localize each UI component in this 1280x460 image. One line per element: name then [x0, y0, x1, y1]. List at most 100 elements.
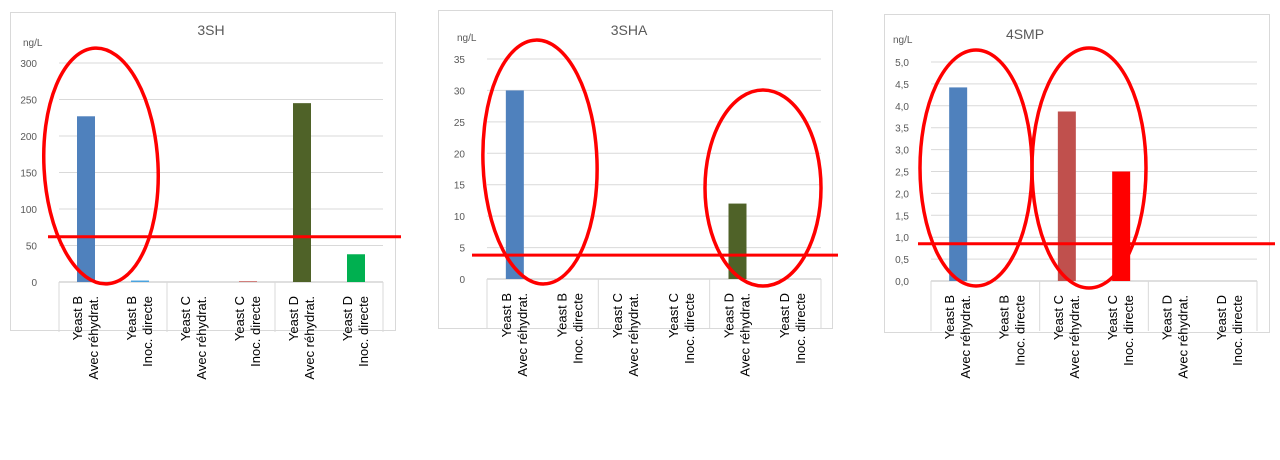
y-tick-label: 2,0 — [895, 189, 909, 200]
bar — [293, 103, 311, 283]
x-tick-label: Yeast D Inoc. directe — [777, 293, 808, 364]
x-tick-line2: Avec réhydrat. — [626, 293, 641, 377]
bar — [77, 116, 95, 282]
chart-title: 4SMP — [1006, 26, 1044, 42]
x-tick-line2: Inoc. directe — [793, 293, 808, 364]
y-tick-label: 0 — [459, 275, 465, 286]
x-tick-line2: Avec réhydrat. — [1176, 295, 1191, 379]
x-tick-line1: Yeast B — [997, 295, 1012, 339]
y-tick-label: 20 — [454, 149, 466, 160]
x-tick-label: Yeast D Avec réhydrat. — [286, 296, 317, 380]
y-tick-label: 300 — [20, 59, 37, 70]
y-tick-label: 0 — [31, 278, 37, 289]
x-tick-line1: Yeast B — [499, 293, 514, 337]
y-tick-label: 3,0 — [895, 146, 909, 157]
x-tick-label: Yeast B Avec réhydrat. — [499, 293, 530, 377]
x-tick-line2: Avec réhydrat. — [738, 293, 753, 377]
x-tick-label: Yeast D Avec réhydrat. — [1160, 295, 1191, 379]
x-tick-line2: Avec réhydrat. — [302, 296, 317, 380]
x-tick-line1: Yeast C — [1051, 295, 1066, 340]
chart-panel-3sha: 3SHA ng/L 0 5 10 15 20 25 30 35 Yeast B Avec réhydr… — [438, 10, 838, 377]
x-tick-line1: Yeast C — [666, 293, 681, 338]
x-tick-line2: Inoc. directe — [356, 296, 371, 367]
x-tick-label: Yeast D Avec réhydrat. — [722, 293, 753, 377]
x-tick-line1: Yeast B — [124, 296, 139, 340]
y-tick-label: 35 — [454, 55, 466, 66]
chart-title: 3SH — [197, 22, 224, 38]
y-tick-label: 1,5 — [895, 211, 909, 222]
bar — [347, 254, 365, 282]
y-axis-label: ng/L — [23, 38, 43, 49]
y-tick-label: 100 — [20, 205, 37, 216]
bar — [131, 280, 149, 282]
x-tick-label: Yeast D Inoc. directe — [340, 296, 371, 367]
x-tick-label: Yeast B Avec réhydrat. — [70, 296, 101, 380]
y-tick-label: 25 — [454, 118, 466, 129]
chart-panel-3sh: 3SH ng/L 0 50 100 150 200 250 300 Yeast B Avec réh… — [10, 12, 401, 380]
x-tick-line1: Yeast D — [340, 296, 355, 341]
x-tick-label: Yeast B Inoc. directe — [555, 293, 586, 364]
x-tick-line1: Yeast D — [286, 296, 301, 341]
x-tick-label: Yeast D Inoc. directe — [1214, 295, 1245, 366]
x-tick-line1: Yeast B — [555, 293, 570, 337]
x-tick-line2: Avec réhydrat. — [1067, 295, 1082, 379]
x-tick-line2: Inoc. directe — [140, 296, 155, 367]
x-tick-line1: Yeast D — [777, 293, 792, 338]
x-tick-label: Yeast B Inoc. directe — [997, 295, 1028, 366]
x-tick-label: Yeast C Inoc. directe — [666, 293, 697, 364]
x-tick-label: Yeast C Avec réhydrat. — [610, 293, 641, 377]
x-tick-line1: Yeast B — [942, 295, 957, 339]
bar — [949, 87, 968, 282]
y-tick-label: 150 — [20, 169, 37, 180]
x-tick-line2: Inoc. directe — [1013, 295, 1028, 366]
y-tick-label: 200 — [20, 132, 37, 143]
x-tick-line1: Yeast C — [1105, 295, 1120, 340]
y-axis-label: ng/L — [893, 35, 913, 46]
bar — [728, 203, 747, 279]
x-tick-line2: Inoc. directe — [682, 293, 697, 364]
bar — [505, 90, 524, 279]
x-tick-line1: Yeast D — [722, 293, 737, 338]
y-tick-label: 1,0 — [895, 233, 909, 244]
y-tick-label: 2,5 — [895, 168, 909, 179]
y-tick-label: 5 — [459, 244, 465, 255]
x-tick-line1: Yeast B — [70, 296, 85, 340]
x-tick-label: Yeast C Avec réhydrat. — [1051, 295, 1082, 379]
y-tick-label: 4,0 — [895, 102, 909, 113]
y-tick-label: 4,5 — [895, 80, 909, 91]
y-tick-label: 15 — [454, 181, 466, 192]
y-tick-label: 0,5 — [895, 255, 909, 266]
x-tick-label: Yeast C Avec réhydrat. — [178, 296, 209, 380]
x-tick-label: Yeast C Inoc. directe — [1105, 295, 1136, 366]
x-tick-line1: Yeast D — [1214, 295, 1229, 340]
y-tick-label: 50 — [26, 242, 38, 253]
x-tick-line2: Inoc. directe — [1121, 295, 1136, 366]
bar — [239, 281, 257, 282]
x-tick-label: Yeast C Inoc. directe — [232, 296, 263, 367]
y-tick-label: 3,5 — [895, 124, 909, 135]
x-tick-line1: Yeast C — [610, 293, 625, 338]
x-tick-line2: Inoc. directe — [1230, 295, 1245, 366]
x-tick-line2: Avec réhydrat. — [86, 296, 101, 380]
chart-panel-4smp: 4SMP ng/L 0,0 0,5 1,0 1,5 2,0 2,5 3,0 3,5 4,0 4,5 5,… — [884, 14, 1275, 379]
x-tick-line1: Yeast C — [178, 296, 193, 341]
y-axis-label: ng/L — [457, 33, 477, 44]
y-tick-label: 0,0 — [895, 277, 909, 288]
x-tick-line2: Avec réhydrat. — [958, 295, 973, 379]
y-tick-label: 250 — [20, 96, 37, 107]
x-tick-line2: Inoc. directe — [248, 296, 263, 367]
bar — [1057, 111, 1076, 281]
x-tick-label: Yeast B Inoc. directe — [124, 296, 155, 367]
x-tick-line1: Yeast C — [232, 296, 247, 341]
y-tick-label: 10 — [454, 212, 466, 223]
x-tick-line2: Avec réhydrat. — [194, 296, 209, 380]
x-tick-line2: Inoc. directe — [571, 293, 586, 364]
bar — [1112, 171, 1131, 281]
x-tick-line1: Yeast D — [1160, 295, 1175, 340]
chart-title: 3SHA — [611, 22, 648, 38]
y-tick-label: 5,0 — [895, 58, 909, 69]
x-tick-line2: Avec réhydrat. — [515, 293, 530, 377]
y-tick-label: 30 — [454, 86, 466, 97]
